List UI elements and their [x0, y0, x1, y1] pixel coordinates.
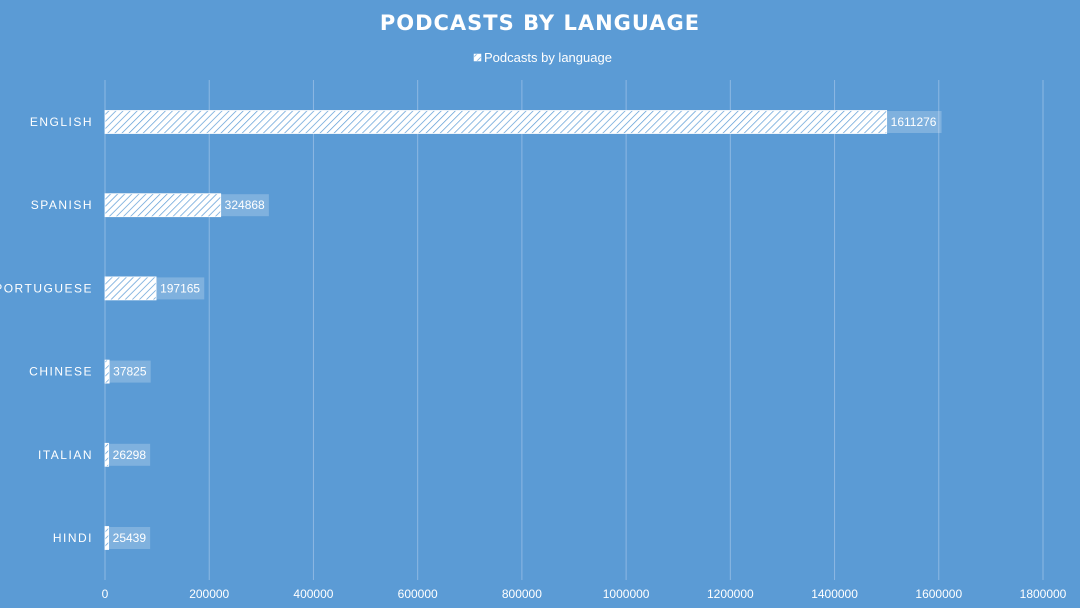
data-label: 37825 — [113, 365, 147, 379]
category-label: ITALIAN — [38, 448, 93, 462]
legend-swatch — [473, 53, 482, 62]
x-tick-label: 1000000 — [603, 587, 650, 601]
gridlines — [104, 80, 1044, 580]
data-label-box — [220, 194, 269, 217]
legend: Podcasts by language — [473, 50, 612, 65]
category-labels: ENGLISH SPANISH PORTUGUESE CHINESE ITALIAN HI… — [0, 115, 93, 545]
data-label: 324868 — [225, 198, 265, 212]
x-tick-label: 1800000 — [1020, 587, 1067, 601]
data-label-box — [108, 527, 151, 549]
category-label: CHINESE — [29, 365, 93, 379]
data-labels: 1611276 324868 197165 37825 26298 25439 — [108, 111, 942, 549]
data-label: 26298 — [113, 448, 147, 462]
x-tick-label: 800000 — [502, 587, 542, 601]
x-tick-label: 1200000 — [707, 587, 754, 601]
x-tick-label: 0 — [102, 587, 109, 601]
bar — [104, 276, 157, 301]
x-tick-label: 1600000 — [915, 587, 962, 601]
x-tick-label: 600000 — [398, 587, 438, 601]
data-label-box — [108, 443, 151, 466]
x-axis-ticks: 0 200000 400000 600000 800000 1000000 1200000 1… — [102, 587, 1067, 601]
data-label: 25439 — [113, 531, 147, 545]
x-tick-label: 200000 — [189, 587, 229, 601]
data-label: 1611276 — [891, 115, 937, 129]
data-label-box — [109, 360, 151, 383]
data-label: 197165 — [160, 281, 200, 295]
bar — [104, 193, 222, 218]
chart-title: PODCASTS BY LANGUAGE — [380, 11, 700, 35]
category-label: SPANISH — [31, 198, 93, 212]
category-label: PORTUGUESE — [0, 281, 93, 295]
bar — [104, 110, 888, 134]
bar — [104, 526, 110, 550]
x-tick-label: 400000 — [293, 587, 333, 601]
category-label: HINDI — [53, 531, 93, 545]
x-tick-label: 1400000 — [811, 587, 858, 601]
legend-entry: Podcasts by language — [484, 50, 612, 65]
data-label-box — [156, 277, 205, 300]
bar — [104, 359, 110, 384]
bars — [104, 110, 888, 550]
data-label-box — [886, 111, 942, 133]
category-label: ENGLISH — [30, 115, 93, 129]
bar — [104, 442, 110, 467]
